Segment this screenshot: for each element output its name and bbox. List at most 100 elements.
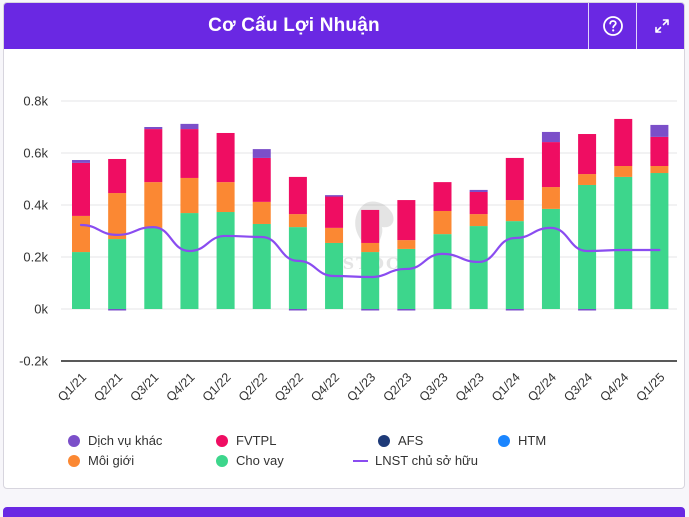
legend-label: Dịch vụ khác [88, 433, 163, 448]
bar-fvtpl [144, 129, 163, 183]
bar-fvtpl [541, 142, 560, 188]
bar-m-i-gi-i [541, 187, 560, 209]
bar-d-ch-v-kh-c [108, 309, 127, 311]
bar-cho-vay [469, 226, 488, 309]
bar-m-i-gi-i [108, 193, 127, 240]
bar-cho-vay [397, 248, 416, 309]
legend-label: FVTPL [236, 433, 277, 448]
bar-d-ch-v-kh-c [650, 124, 669, 137]
bar-cho-vay [614, 176, 633, 309]
x-tick-label: Q2/23 [380, 370, 414, 404]
legend-item[interactable]: LNST chủ sở hữu [353, 453, 478, 468]
bar-m-i-gi-i [361, 242, 380, 253]
bar-cho-vay [180, 213, 199, 309]
bar-m-i-gi-i [397, 240, 416, 249]
bar-cho-vay [216, 212, 235, 309]
legend-item[interactable]: HTM [498, 433, 546, 448]
profit-structure-chart: -0.2k0k0.2k0.4k0.6k0.8kSSTOCKQ1/21Q2/21Q… [19, 94, 677, 404]
legend-label: AFS [398, 433, 424, 448]
x-tick-label: Q1/24 [489, 370, 523, 404]
x-tick-label: Q4/23 [453, 370, 487, 404]
x-tick-label: Q1/23 [344, 370, 378, 404]
bar-m-i-gi-i [288, 214, 307, 228]
bar-fvtpl [72, 162, 90, 216]
card-title: Cơ Cấu Lợi Nhuận [208, 15, 380, 36]
legend-dot-marker-icon [378, 434, 390, 447]
bar-fvtpl [433, 182, 452, 211]
bar-m-i-gi-i [469, 214, 488, 227]
bar-d-ch-v-kh-c [180, 123, 199, 130]
y-tick-label: 0.8k [23, 94, 48, 109]
x-tick-label: Q2/22 [236, 370, 270, 404]
bar-cho-vay [108, 239, 127, 309]
bar-fvtpl [325, 195, 344, 228]
bar-fvtpl [614, 118, 633, 166]
legend-item[interactable]: Dịch vụ khác [68, 433, 162, 448]
legend-dot-marker-icon [68, 454, 80, 467]
x-tick-label: Q2/21 [91, 370, 125, 404]
expand-arrows-icon [655, 19, 669, 33]
bar-d-ch-v-kh-c [541, 131, 560, 143]
bar-cho-vay [361, 252, 380, 309]
legend-item[interactable]: Cho vay [216, 453, 284, 468]
bar-m-i-gi-i [144, 182, 163, 228]
bar-m-i-gi-i [614, 166, 633, 177]
bar-cho-vay [288, 227, 307, 309]
bar-m-i-gi-i [180, 177, 199, 214]
bar-m-i-gi-i [72, 215, 90, 253]
bar-fvtpl [650, 136, 669, 166]
bar-cho-vay [578, 184, 597, 309]
bar-fvtpl [252, 157, 271, 202]
card-header: Cơ Cấu Lợi Nhuận [4, 3, 684, 49]
y-tick-label: 0.4k [23, 198, 48, 213]
bar-d-ch-v-kh-c [252, 149, 271, 158]
bar-fvtpl [180, 129, 199, 178]
legend-item[interactable]: FVTPL [216, 433, 276, 448]
x-tick-label: Q4/24 [597, 370, 631, 404]
question-circle-icon [603, 16, 623, 36]
bar-d-ch-v-kh-c [288, 309, 307, 311]
legend-dot-marker-icon [68, 434, 80, 447]
bar-fvtpl [469, 192, 488, 215]
bar-m-i-gi-i [252, 201, 271, 224]
legend-dot-marker-icon [498, 434, 510, 447]
profit-structure-card: Cơ Cấu Lợi Nhuận -0.2k 0k 0.2k 0.4k 0.6k 0.8k… [3, 2, 685, 489]
bar-fvtpl [108, 158, 127, 194]
help-button[interactable] [588, 3, 637, 49]
legend-item[interactable]: AFS [378, 433, 423, 448]
bar-m-i-gi-i [325, 227, 344, 243]
bar-d-ch-v-kh-c [361, 309, 380, 311]
legend-label: HTM [518, 433, 547, 448]
bar-cho-vay [433, 234, 452, 309]
bar-d-ch-v-kh-c [72, 160, 90, 163]
bar-series-group [72, 118, 669, 311]
x-tick-labels: Q1/21 Q2/21 Q3/21 Q4/21 Q1/22 Q2/22 Q3/22 Q4/22… [55, 370, 667, 404]
x-tick-label: Q2/24 [525, 370, 559, 404]
bar-cho-vay [144, 227, 163, 309]
bar-m-i-gi-i [505, 200, 524, 222]
y-tick-label: 0k [34, 302, 48, 317]
x-tick-label: Q3/23 [417, 370, 451, 404]
legend-label: LNST chủ sở hữu [375, 453, 478, 468]
bar-cho-vay [541, 208, 560, 309]
bar-fvtpl [216, 132, 235, 183]
bar-cho-vay [505, 221, 524, 309]
x-tick-label: Q4/22 [308, 370, 342, 404]
y-tick-label: 0.6k [23, 146, 48, 161]
y-tick-label: -0.2k [19, 354, 48, 369]
bar-d-ch-v-kh-c [505, 309, 524, 311]
bar-m-i-gi-i [433, 210, 452, 235]
bar-fvtpl [578, 134, 597, 175]
bar-fvtpl [288, 176, 307, 215]
x-tick-label: Q3/24 [561, 370, 595, 404]
legend-label: Cho vay [236, 453, 284, 468]
y-tick-label: 0.2k [23, 250, 48, 265]
legend-line-marker-icon [353, 459, 368, 462]
x-tick-label: Q1/25 [634, 370, 668, 404]
bar-d-ch-v-kh-c [397, 309, 416, 311]
legend-item[interactable]: Môi giới [68, 453, 134, 468]
expand-button[interactable] [636, 3, 684, 49]
bar-d-ch-v-kh-c [469, 189, 488, 192]
x-tick-label: Q1/21 [55, 370, 89, 404]
bar-fvtpl [505, 157, 524, 201]
